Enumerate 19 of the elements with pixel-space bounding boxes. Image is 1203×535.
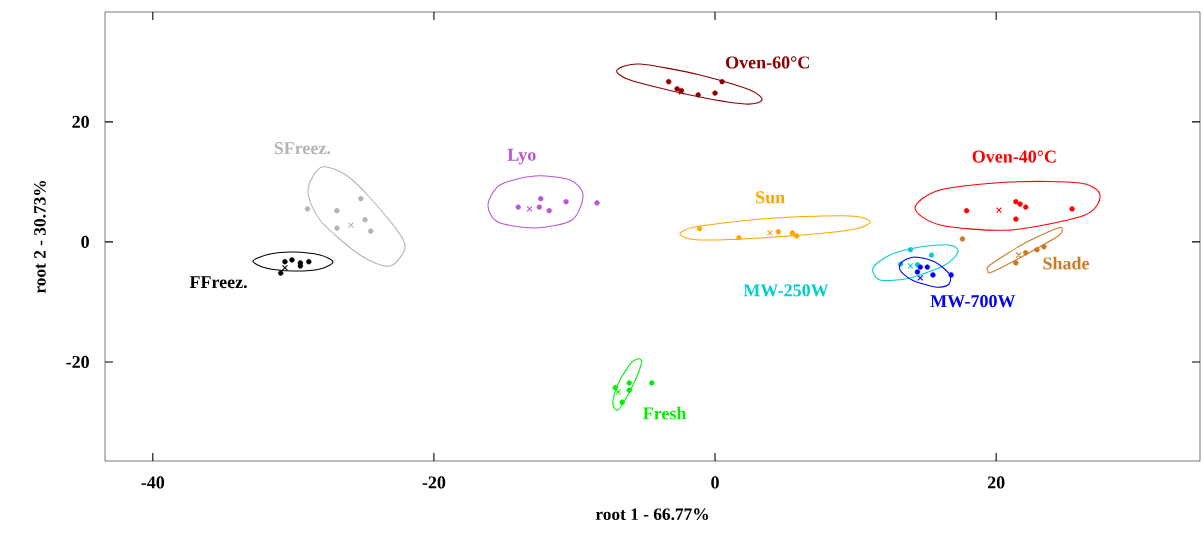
text: Oven-40°C <box>972 150 1056 163</box>
x-tick-label: 20 <box>987 476 1005 489</box>
text: MW-250W <box>743 284 829 297</box>
text: SFreez. <box>274 142 331 155</box>
y-tick-label: -20 <box>66 355 89 369</box>
series-label: FFreez. <box>189 276 247 289</box>
x-tick-label: -20 <box>422 476 446 489</box>
series-label: Shade <box>1043 256 1090 270</box>
series-label: Fresh <box>643 406 687 420</box>
y-tick-label: 20 <box>72 115 89 128</box>
x-tick-label: 0 <box>711 476 719 489</box>
series-label: Oven-60°C <box>726 56 809 69</box>
y-tick-label: 0 <box>81 235 89 248</box>
x-tick-label: -40 <box>141 476 165 489</box>
series-label: Lyo <box>507 148 536 165</box>
y-axis-title: root 2 - 30.73% <box>34 181 46 294</box>
series-label: Sun <box>756 191 785 204</box>
legend-label: MW-700W <box>930 295 1016 308</box>
x-axis-title: root 1 - 66.77% <box>595 508 708 521</box>
